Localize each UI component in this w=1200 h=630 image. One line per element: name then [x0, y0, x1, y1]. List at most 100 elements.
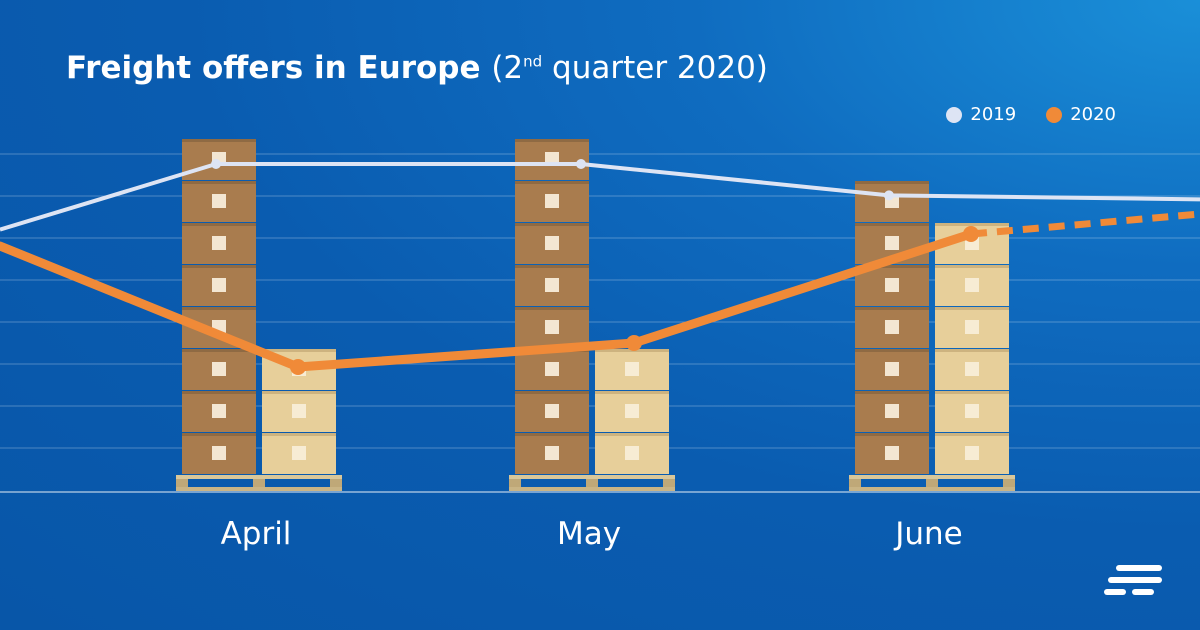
- box-label: [545, 320, 559, 334]
- box-label: [965, 404, 979, 418]
- box-2019-may: [515, 307, 589, 348]
- box-seam: [182, 391, 256, 394]
- box-seam: [935, 265, 1009, 268]
- pallet-top: [176, 475, 342, 479]
- box-seam: [262, 349, 336, 352]
- box-2019-june: [855, 307, 929, 348]
- title-main: Freight offers in Europe: [66, 50, 481, 86]
- box-2019-april: [182, 391, 256, 432]
- box-seam: [182, 181, 256, 184]
- chart-title: Freight offers in Europe (2nd quarter 20…: [66, 46, 768, 90]
- box-label: [212, 194, 226, 208]
- pallet-top: [509, 475, 675, 479]
- box-2019-april: [182, 223, 256, 264]
- box-label: [885, 320, 899, 334]
- box-label: [545, 362, 559, 376]
- box-label: [885, 278, 899, 292]
- box-seam: [515, 433, 589, 436]
- box-2020-june: [935, 307, 1009, 348]
- box-seam: [935, 307, 1009, 310]
- legend-dot-2019: [946, 106, 963, 123]
- box-label: [545, 404, 559, 418]
- box-label: [545, 446, 559, 460]
- box-2019-april: [182, 433, 256, 474]
- box-label: [965, 446, 979, 460]
- box-2019-june: [855, 391, 929, 432]
- box-seam: [182, 139, 256, 142]
- box-seam: [515, 223, 589, 226]
- pallet-april: [176, 475, 342, 491]
- box-2019-april: [182, 139, 256, 180]
- box-2019-june: [855, 433, 929, 474]
- legend-label-2019: 2019: [970, 104, 1017, 125]
- legend-item-2019: 2019: [946, 104, 1016, 125]
- box-seam: [855, 391, 929, 394]
- box-2020-june: [935, 265, 1009, 306]
- pallet-block: [253, 479, 265, 487]
- box-seam: [935, 391, 1009, 394]
- box-label: [292, 446, 306, 460]
- pallet-bottom: [849, 487, 1015, 491]
- point-2020-may: [626, 335, 642, 351]
- box-2019-may: [515, 265, 589, 306]
- box-2019-may: [515, 181, 589, 222]
- box-label: [885, 446, 899, 460]
- pallet-bottom: [176, 487, 342, 491]
- box-seam: [515, 391, 589, 394]
- pallet-block: [586, 479, 598, 487]
- box-seam: [182, 265, 256, 268]
- box-seam: [515, 139, 589, 142]
- box-label: [212, 404, 226, 418]
- box-seam: [855, 181, 929, 184]
- box-seam: [855, 349, 929, 352]
- box-seam: [855, 307, 929, 310]
- box-seam: [935, 433, 1009, 436]
- box-label: [965, 362, 979, 376]
- box-label: [545, 194, 559, 208]
- box-label: [965, 278, 979, 292]
- box-seam: [595, 433, 669, 436]
- pallet-block: [1003, 479, 1015, 487]
- speed-lines-logo-icon: [1104, 565, 1162, 595]
- legend-item-2020: 2020: [1046, 104, 1116, 125]
- box-label: [212, 362, 226, 376]
- pallet-may: [509, 475, 675, 491]
- box-2020-april: [262, 433, 336, 474]
- box-label: [965, 320, 979, 334]
- box-label: [212, 236, 226, 250]
- box-2019-may: [515, 433, 589, 474]
- box-seam: [595, 391, 669, 394]
- point-2020-april: [290, 359, 306, 375]
- box-seam: [182, 433, 256, 436]
- box-seam: [935, 223, 1009, 226]
- box-seam: [855, 433, 929, 436]
- x-tick-label-june: June: [895, 516, 963, 552]
- box-2020-may: [595, 391, 669, 432]
- pallet-block: [509, 479, 521, 487]
- series-2020-projection: [970, 210, 1200, 238]
- box-2019-may: [515, 391, 589, 432]
- box-label: [292, 404, 306, 418]
- box-2020-june: [935, 433, 1009, 474]
- legend-label-2020: 2020: [1070, 104, 1116, 125]
- box-label: [625, 362, 639, 376]
- box-seam: [262, 433, 336, 436]
- title-period: (2nd quarter 2020): [491, 50, 768, 86]
- box-2019-may: [515, 223, 589, 264]
- pallet-bottom: [509, 487, 675, 491]
- series-line-2019: [0, 162, 1200, 232]
- box-label: [545, 278, 559, 292]
- point-2020-june: [963, 226, 979, 242]
- box-seam: [855, 223, 929, 226]
- point-2019-april: [211, 159, 221, 169]
- box-label: [885, 404, 899, 418]
- series-line-2020: [0, 229, 976, 372]
- pallet-block: [663, 479, 675, 487]
- box-seam: [182, 223, 256, 226]
- box-seam: [182, 307, 256, 310]
- box-seam: [515, 181, 589, 184]
- box-label: [625, 404, 639, 418]
- pallet-block: [849, 479, 861, 487]
- box-2019-april: [182, 349, 256, 390]
